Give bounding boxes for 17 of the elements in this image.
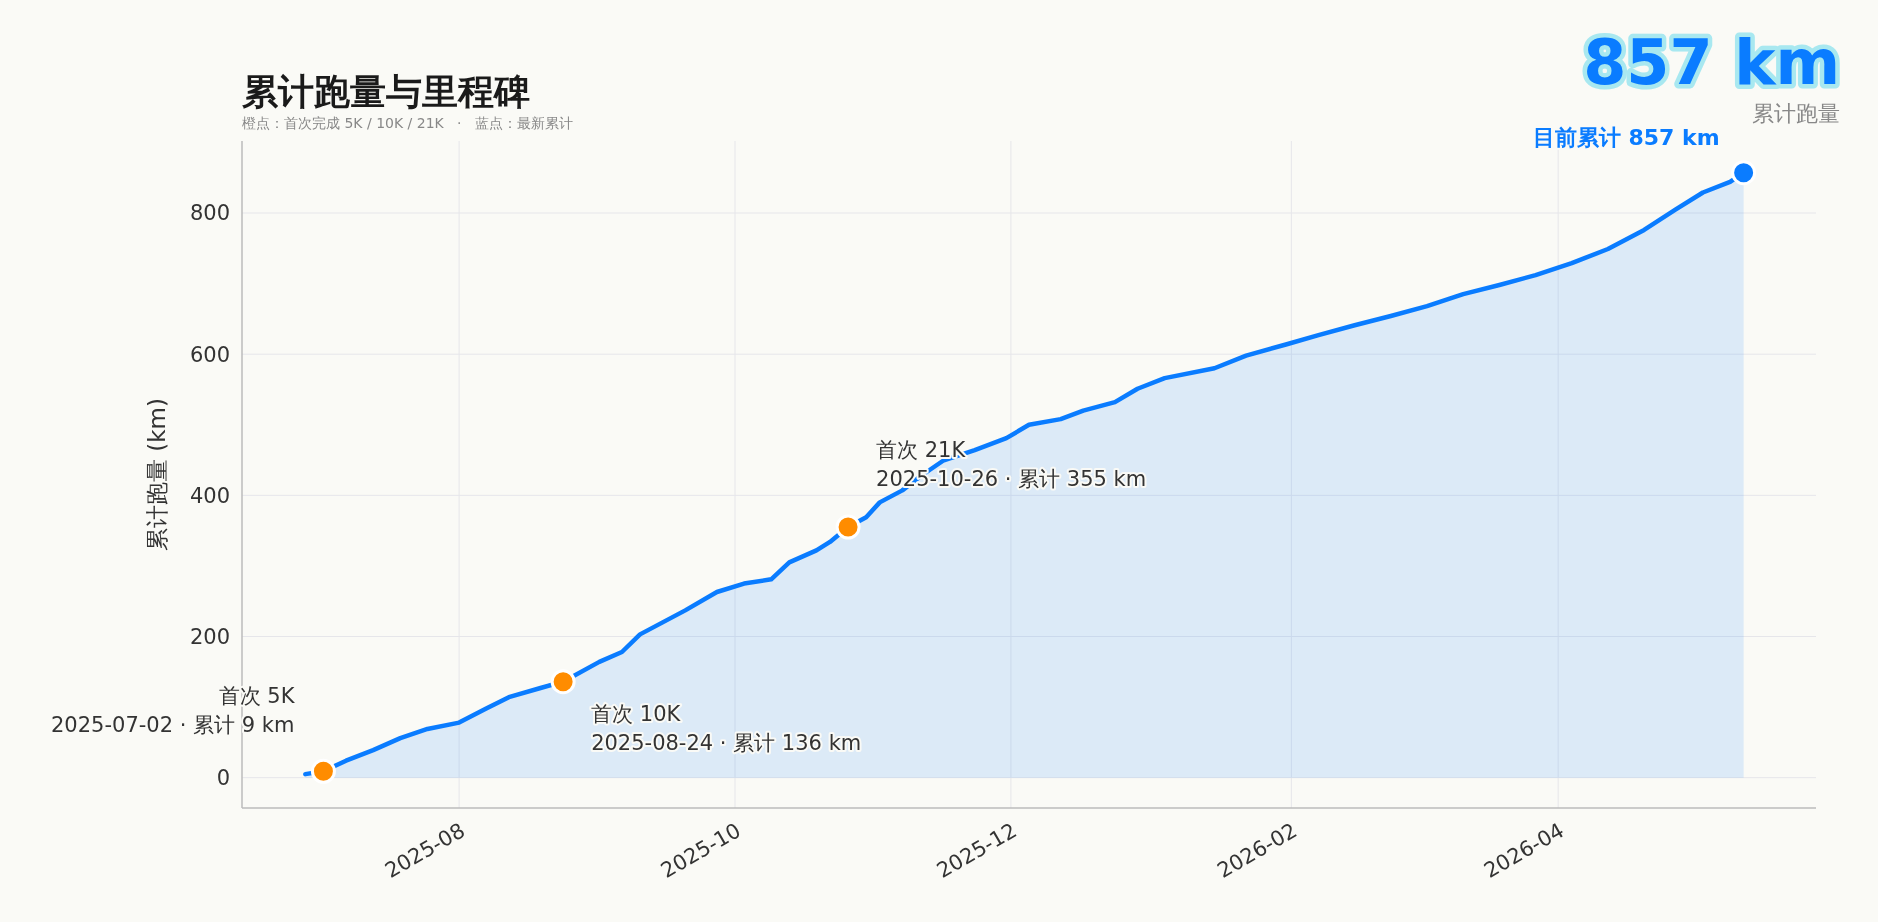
chart-subtitle: 橙点：首次完成 5K / 10K / 21K · 蓝点：最新累计 (242, 115, 573, 131)
y-tick-label: 800 (189, 201, 230, 226)
text: 857 km (1583, 26, 1840, 99)
y-tick-label: 600 (189, 342, 230, 367)
point (310, 758, 336, 784)
point (835, 514, 861, 540)
y-tick-label: 200 (189, 624, 230, 649)
annotation: 目前累计 857 km (1532, 124, 1720, 150)
annotation: 首次 5K 2025-07-02 · 累计 9 km (51, 684, 296, 738)
y-tick-label: 400 (189, 483, 230, 508)
y-tick-label: 0 (216, 766, 230, 790)
chart-title: 累计跑量与里程碑 (242, 71, 530, 112)
text: 累计跑量 (1752, 101, 1840, 126)
point (1731, 160, 1757, 186)
point (550, 669, 576, 695)
y-axis-title: 累计跑量 (km) (144, 398, 170, 551)
annotation: 首次 10K 2025-08-24 · 累计 136 km (591, 701, 862, 755)
